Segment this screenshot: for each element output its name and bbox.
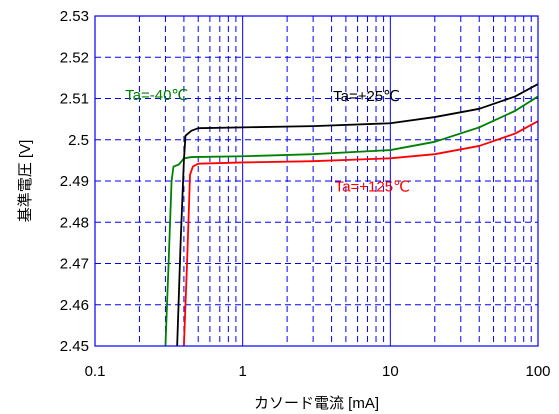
series-label: Ta=-40℃	[125, 87, 188, 104]
plot-frame	[94, 15, 539, 347]
tick-labels: 2.45 2.46 2.47 2.48 2.49 2.5 2.51 2.52 2.53 0.1 1 1…	[60, 8, 551, 380]
y-tick-label: 2.47	[60, 256, 89, 273]
y-axis-label: 基準電圧 [V]	[17, 140, 34, 223]
series-line	[183, 120, 539, 347]
series-label: Ta=+125℃	[335, 179, 410, 196]
series-labels: Ta=-40℃ Ta=+25℃ Ta=+125℃	[125, 87, 410, 196]
series-line	[164, 95, 539, 347]
y-tick-label: 2.45	[60, 338, 89, 355]
y-tick-label: 2.51	[60, 91, 89, 108]
y-tick-label: 2.48	[60, 214, 89, 231]
x-axis-label: カソード電流 [mA]	[254, 395, 379, 412]
grid	[95, 16, 538, 346]
x-tick-label: 1	[238, 363, 246, 380]
y-tick-label: 2.52	[60, 49, 89, 66]
x-tick-label: 100	[525, 363, 550, 380]
y-tick-label: 2.46	[60, 297, 89, 314]
y-tick-label: 2.49	[60, 173, 89, 190]
x-tick-label: 0.1	[85, 363, 106, 380]
y-tick-label: 2.53	[60, 8, 89, 25]
series-label: Ta=+25℃	[333, 88, 400, 105]
series-group	[164, 83, 539, 347]
y-tick-label: 2.5	[68, 132, 89, 149]
x-tick-label: 10	[382, 363, 399, 380]
series-line	[176, 83, 539, 347]
